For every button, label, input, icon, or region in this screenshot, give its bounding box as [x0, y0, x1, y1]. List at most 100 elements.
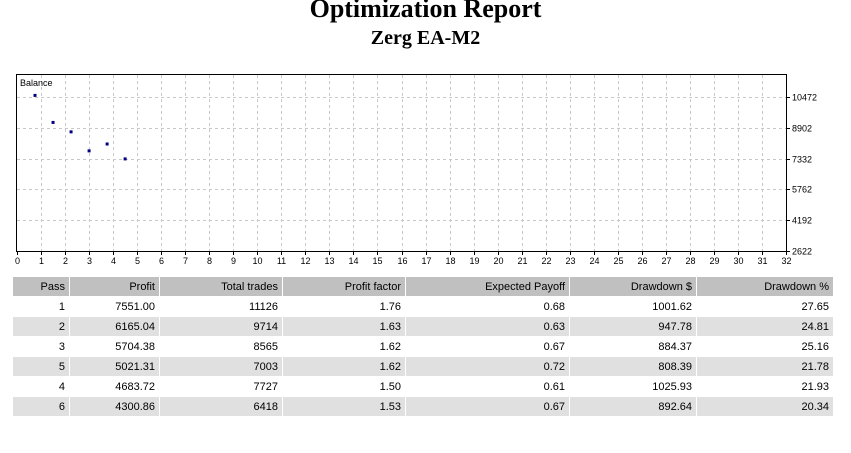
- col-pass[interactable]: Pass: [13, 277, 69, 296]
- cell-drawdown-pct: 21.78: [697, 357, 833, 376]
- x-tick-label: 27: [661, 256, 671, 266]
- x-tick-label: 10: [252, 256, 262, 266]
- cell-expected-payoff: 0.72: [406, 357, 569, 376]
- cell-expected-payoff: 0.61: [406, 377, 569, 396]
- cell-profit: 6165.04: [70, 317, 159, 336]
- x-tick-label: 26: [637, 256, 647, 266]
- chart-title: Balance: [20, 78, 53, 88]
- x-tick-label: 4: [111, 256, 116, 266]
- grid: [17, 75, 786, 251]
- cell-drawdown-usd: 1025.93: [570, 377, 696, 396]
- cell-profit: 4683.72: [70, 377, 159, 396]
- axis-ticks: 0 1 2 3 4 5 6 7 8 9 10 11 12 13 14 15 16 17 18 19 20 21 22 23 24…: [15, 93, 817, 267]
- cell-drawdown-usd: 892.64: [570, 397, 696, 416]
- x-tick-label: 2: [63, 256, 68, 266]
- x-tick-label: 21: [517, 256, 527, 266]
- cell-drawdown-usd: 884.37: [570, 337, 696, 356]
- cell-profit-factor: 1.63: [283, 317, 405, 336]
- x-tick-label: 25: [613, 256, 623, 266]
- cell-drawdown-usd: 947.78: [570, 317, 696, 336]
- y-tick-label: 2622: [792, 247, 812, 257]
- cell-drawdown-pct: 21.93: [697, 377, 833, 396]
- y-tick-label: 8902: [792, 124, 812, 134]
- cell-profit: 5704.38: [70, 337, 159, 356]
- report-title: Optimization Report: [309, 0, 542, 23]
- col-profit[interactable]: Profit: [70, 277, 159, 296]
- cell-expected-payoff: 0.63: [406, 317, 569, 336]
- x-tick-label: 0: [15, 256, 20, 266]
- x-tick-label: 30: [733, 256, 743, 266]
- x-tick-label: 7: [183, 256, 188, 266]
- table-row: 1 7551.00 11126 1.76 0.68 1001.62 27.65: [13, 297, 833, 316]
- col-drawdown-pct[interactable]: Drawdown %: [697, 277, 833, 296]
- cell-pass: 4: [13, 377, 69, 396]
- y-tick-label: 4192: [792, 216, 812, 226]
- cell-total-trades: 7727: [160, 377, 282, 396]
- x-tick-label: 8: [207, 256, 212, 266]
- cell-total-trades: 7003: [160, 357, 282, 376]
- plot-frame: [16, 74, 787, 252]
- cell-profit: 5021.31: [70, 357, 159, 376]
- cell-total-trades: 6418: [160, 397, 282, 416]
- data-point: [105, 142, 109, 146]
- x-tick-label: 13: [324, 256, 334, 266]
- cell-pass: 2: [13, 317, 69, 336]
- x-tick-label: 11: [277, 256, 286, 266]
- cell-drawdown-pct: 24.81: [697, 317, 833, 336]
- cell-drawdown-pct: 27.65: [697, 297, 833, 316]
- table-row: 5 5021.31 7003 1.62 0.72 808.39 21.78: [13, 357, 833, 376]
- cell-drawdown-pct: 25.16: [697, 337, 833, 356]
- cell-profit-factor: 1.76: [283, 297, 405, 316]
- balance-chart: 0 1 2 3 4 5 6 7 8 9 10 11 12 13 14 15 16 17 18 19 20 21 22 23 24…: [15, 74, 817, 267]
- x-tick-label: 24: [589, 256, 599, 266]
- cell-pass: 1: [13, 297, 69, 316]
- y-tick-label: 7332: [792, 155, 812, 165]
- cell-profit-factor: 1.50: [283, 377, 405, 396]
- x-tick-label: 15: [372, 256, 382, 266]
- cell-profit-factor: 1.62: [283, 357, 405, 376]
- data-point: [69, 130, 73, 134]
- results-table: Pass Profit Total trades Profit factor E…: [12, 276, 834, 417]
- data-points: [33, 93, 127, 161]
- cell-pass: 5: [13, 357, 69, 376]
- cell-pass: 3: [13, 337, 69, 356]
- x-tick-label: 1: [39, 256, 44, 266]
- cell-pass: 6: [13, 397, 69, 416]
- x-tick-label: 20: [493, 256, 503, 266]
- y-tick-label: 10472: [792, 93, 817, 103]
- col-total-trades[interactable]: Total trades: [160, 277, 282, 296]
- x-tick-label: 22: [541, 256, 551, 266]
- col-drawdown-usd[interactable]: Drawdown $: [570, 277, 696, 296]
- col-profit-factor[interactable]: Profit factor: [283, 277, 405, 296]
- x-tick-label: 3: [87, 256, 92, 266]
- x-tick-label: 23: [565, 256, 575, 266]
- data-point: [51, 120, 55, 124]
- cell-profit: 7551.00: [70, 297, 159, 316]
- data-point: [33, 93, 37, 97]
- x-tick-label: 19: [469, 256, 479, 266]
- cell-expected-payoff: 0.67: [406, 397, 569, 416]
- x-tick-label: 28: [685, 256, 695, 266]
- cell-drawdown-usd: 808.39: [570, 357, 696, 376]
- x-tick-label: 18: [445, 256, 455, 266]
- table-row: 4 4683.72 7727 1.50 0.61 1025.93 21.93: [13, 377, 833, 396]
- cell-drawdown-pct: 20.34: [697, 397, 833, 416]
- data-point: [87, 149, 91, 153]
- cell-expected-payoff: 0.67: [406, 337, 569, 356]
- x-tick-label: 6: [159, 256, 164, 266]
- x-tick-label: 5: [135, 256, 140, 266]
- table-row: 6 4300.86 6418 1.53 0.67 892.64 20.34: [13, 397, 833, 416]
- y-tick-label: 5762: [792, 185, 812, 195]
- x-tick-label: 14: [348, 256, 358, 266]
- col-expected-payoff[interactable]: Expected Payoff: [406, 277, 569, 296]
- table-header-row: Pass Profit Total trades Profit factor E…: [13, 277, 833, 296]
- x-tick-label: 29: [709, 256, 719, 266]
- cell-profit-factor: 1.53: [283, 397, 405, 416]
- x-tick-label: 16: [397, 256, 407, 266]
- x-tick-label: 9: [231, 256, 236, 266]
- cell-total-trades: 8565: [160, 337, 282, 356]
- x-tick-label: 12: [300, 256, 310, 266]
- cell-profit-factor: 1.62: [283, 337, 405, 356]
- cell-drawdown-usd: 1001.62: [570, 297, 696, 316]
- table-row: 2 6165.04 9714 1.63 0.63 947.78 24.81: [13, 317, 833, 336]
